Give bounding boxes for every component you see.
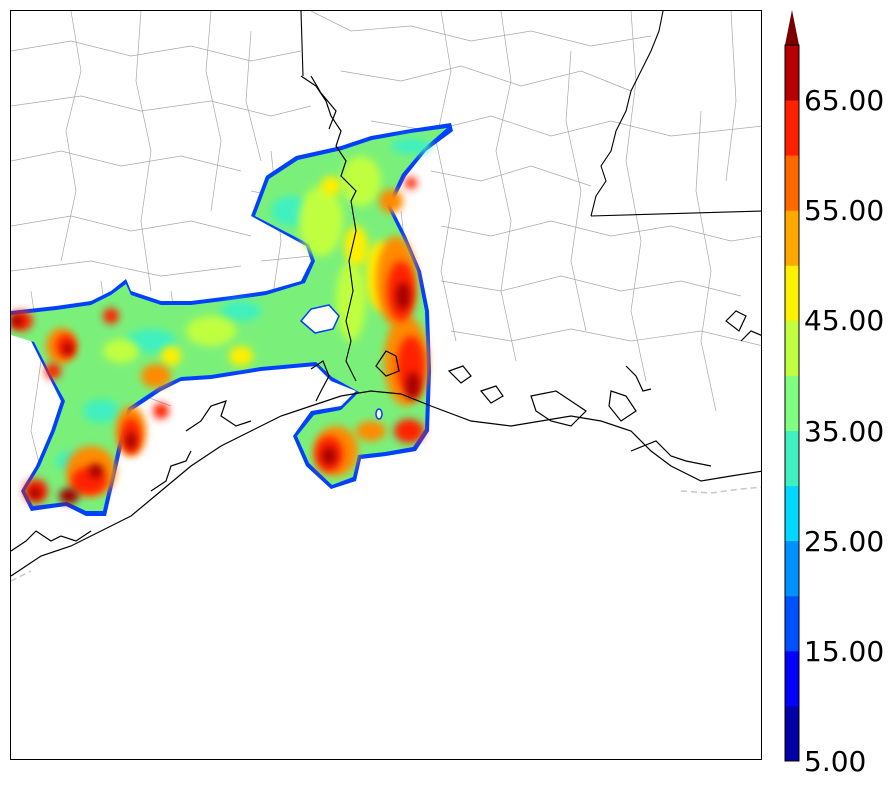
colorbar-segment <box>785 485 799 542</box>
colorbar-tick-label: 55.00 <box>804 194 885 228</box>
colorbar-tick-label: 35.00 <box>804 414 885 448</box>
colorbar-segments <box>785 45 799 762</box>
colorbar-tick-label: 65.00 <box>804 84 885 118</box>
colorbar-segment <box>785 650 799 707</box>
colorbar-tick-label: 25.00 <box>804 524 885 558</box>
coastline-dashed <box>11 486 761 582</box>
colorbar-strip <box>784 10 800 762</box>
colorbar: 5.00 15.00 25.00 35.00 45.00 55.00 65.00 <box>784 10 894 776</box>
coastline <box>11 75 761 577</box>
colorbar-segment <box>785 430 799 487</box>
state-borders <box>300 11 761 382</box>
colorbar-segment <box>785 45 799 101</box>
colorbar-segment <box>785 595 799 652</box>
colorbar-tick-label: 5.00 <box>804 745 867 778</box>
precipitation-field <box>11 123 453 516</box>
colorbar-segment <box>785 265 799 321</box>
colorbar-segment <box>785 540 799 597</box>
colorbar-segment <box>785 375 799 432</box>
precipitation-map <box>11 11 761 582</box>
colorbar-tick-label: 15.00 <box>804 634 885 668</box>
colorbar-segment <box>785 210 799 266</box>
colorbar-segment <box>785 705 799 762</box>
colorbar-extend-triangle <box>785 10 799 45</box>
map-panel <box>10 10 762 760</box>
colorbar-segment <box>785 100 799 156</box>
colorbar-tick-label: 45.00 <box>804 304 885 338</box>
colorbar-segment <box>785 155 799 211</box>
colorbar-segment <box>785 320 799 376</box>
